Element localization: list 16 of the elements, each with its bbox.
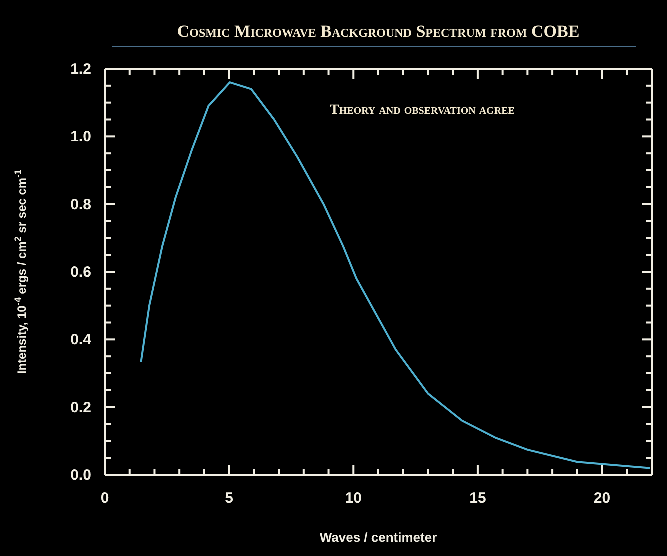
y-tick-label: 0.0	[70, 467, 92, 484]
y-tick-label: 0.4	[70, 332, 92, 349]
y-tick-label: 0.2	[70, 399, 92, 416]
line-series	[140, 82, 651, 470]
x-axis-title: Waves / centimeter	[320, 530, 438, 545]
y-tick-label: 0.6	[70, 264, 92, 281]
x-tick-label: 20	[594, 490, 611, 507]
annotation: Theory and observation agree	[330, 103, 515, 119]
x-tick-label: 10	[345, 490, 362, 507]
y-tick-label: 1.2	[70, 61, 92, 78]
x-tick-label: 5	[225, 490, 234, 507]
y-tick-label: 1.0	[70, 128, 92, 146]
chart-title: Cosmic Microwave Background Spectrum from COBE	[176, 22, 581, 42]
x-tick-label: 15	[470, 490, 486, 507]
x-tick-label: 0	[100, 490, 110, 507]
y-tick-label: 0.8	[70, 196, 92, 214]
